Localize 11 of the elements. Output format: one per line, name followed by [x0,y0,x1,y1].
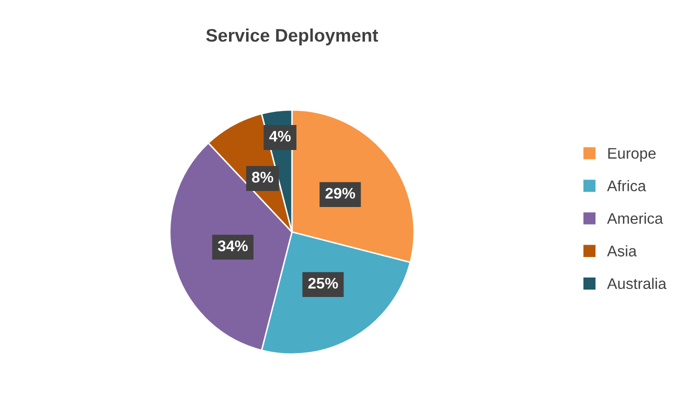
data-label: 34% [218,240,248,252]
data-label: 4% [269,130,291,142]
legend-label: Australia [607,278,666,290]
legend-label: America [607,212,664,224]
data-label: 8% [252,172,274,183]
legend-label: Africa [607,180,646,192]
chart-title: Service Deployment [206,28,378,46]
legend-label: Asia [607,245,637,256]
legend-label: Europe [608,148,656,162]
data-label: 29% [325,188,356,199]
data-label: 25% [308,278,338,289]
